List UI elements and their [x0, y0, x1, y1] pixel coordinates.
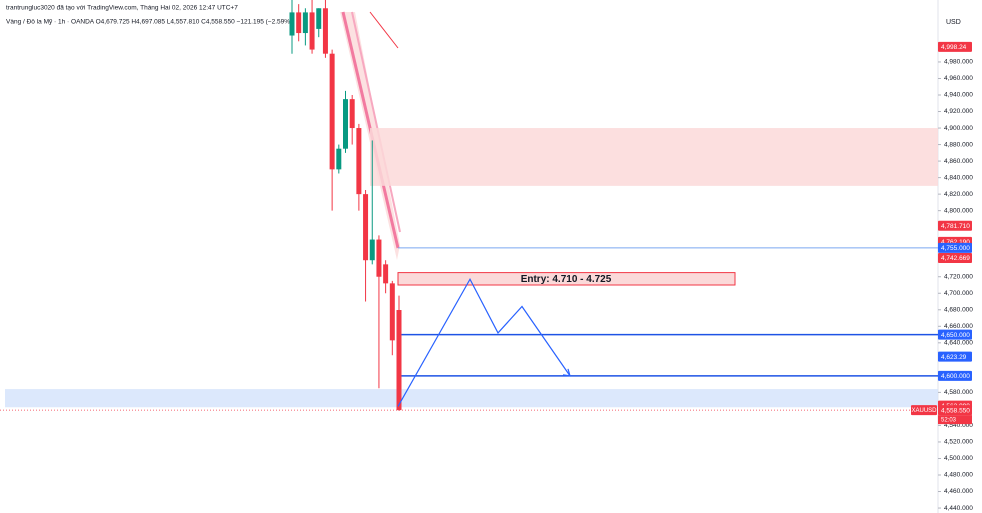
- y-tick-label: 4,880.000: [944, 141, 973, 148]
- candle-body: [302, 12, 308, 34]
- y-tick-label: 4,720.000: [944, 273, 973, 280]
- price-tag-label: 4,998.24: [941, 44, 967, 51]
- arrow-head: [562, 368, 571, 377]
- candle-body: [356, 128, 362, 195]
- price-tag-label: 4,623.29: [941, 354, 967, 361]
- candle-body: [383, 264, 389, 284]
- y-tick-label: 4,680.000: [944, 307, 973, 314]
- price-tag: [938, 41, 972, 52]
- entry-zone: [397, 272, 736, 286]
- candle-body: [289, 12, 295, 36]
- trend-line: [351, 11, 401, 233]
- entry-label: Entry: 4.710 - 4.725: [521, 274, 612, 285]
- y-tick-label: 4,580.000: [944, 389, 973, 396]
- y-tick-label: 4,900.000: [944, 125, 973, 132]
- candle-body: [396, 310, 402, 411]
- price-tag: [938, 351, 972, 362]
- price-tag: [938, 370, 972, 381]
- projection: [397, 277, 571, 407]
- candle-body: [389, 283, 395, 341]
- y-tick-label: 4,660.000: [944, 323, 973, 330]
- price-tag-label: 4,558.550: [941, 407, 970, 414]
- countdown: 52:03: [941, 418, 957, 424]
- price-tag-label: 4,762.190: [941, 239, 970, 246]
- price-tag-label: 4,781.710: [941, 223, 970, 230]
- countdown-tag: [938, 415, 972, 425]
- price-tag: [938, 220, 972, 231]
- y-tick-label: 4,920.000: [944, 108, 973, 115]
- y-tick-label: 4,980.000: [944, 59, 973, 66]
- candle-body: [322, 8, 328, 54]
- credit: trantrungluc3020 đã tạo với TradingView.…: [6, 5, 238, 12]
- price-tag-label: 4,650.000: [941, 332, 970, 339]
- price-tag: [938, 242, 972, 253]
- candle-body: [309, 12, 315, 50]
- y-tick-label: 4,640.000: [944, 340, 973, 347]
- price-tag-label: 4,755.000: [941, 245, 970, 252]
- zone: [370, 128, 938, 186]
- y-tick-label: 4,440.000: [944, 505, 973, 512]
- price-tag: [938, 329, 972, 340]
- y-tick-label: 4,800.000: [944, 207, 973, 214]
- symbol-tag: [911, 405, 937, 416]
- symbol-info: Vàng / Đô la Mỹ · 1h · OANDA O4,679.725 …: [6, 19, 292, 26]
- y-tick-label: 4,460.000: [944, 488, 973, 495]
- y-tick-label: 4,540.000: [944, 422, 973, 429]
- candle-body: [343, 99, 348, 149]
- price-tag-label: 4,742.669: [941, 255, 970, 262]
- y-tick-label: 4,860.000: [944, 158, 973, 165]
- price-tag: [938, 253, 972, 264]
- y-tick-label: 4,940.000: [944, 92, 973, 99]
- y-tick-label: 4,700.000: [944, 290, 973, 297]
- trend-line: [369, 11, 399, 49]
- y-tick-label: 4,520.000: [944, 439, 973, 446]
- zone: [5, 389, 938, 408]
- currency: USD: [946, 19, 961, 26]
- candle-body: [376, 239, 382, 277]
- candle-body: [369, 239, 375, 261]
- candle-body: [316, 8, 322, 29]
- y-tick-label: 4,820.000: [944, 191, 973, 198]
- price-tag: [938, 405, 972, 416]
- symbol-tag-label: XAUUSD: [911, 408, 937, 414]
- y-tick-label: 4,840.000: [944, 174, 973, 181]
- candle-body: [296, 12, 302, 34]
- y-tick-label: 4,480.000: [944, 472, 973, 479]
- price-tag-label: 4,600.000: [941, 373, 970, 380]
- candle-body: [329, 53, 335, 170]
- y-tick-label: 4,960.000: [944, 75, 973, 82]
- candle-body: [336, 148, 342, 170]
- candle-body: [349, 99, 355, 129]
- candle-body: [363, 194, 369, 261]
- y-tick-label: 4,500.000: [944, 455, 973, 462]
